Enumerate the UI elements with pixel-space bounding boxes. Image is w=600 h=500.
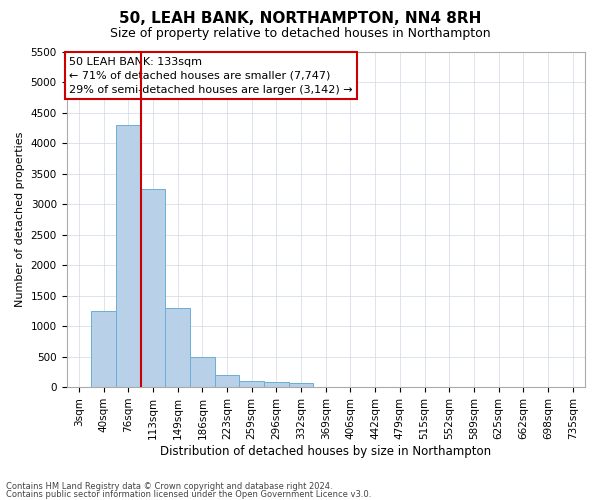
Bar — [140, 189, 165, 387]
Bar — [91, 311, 116, 387]
Text: 50, LEAH BANK, NORTHAMPTON, NN4 8RH: 50, LEAH BANK, NORTHAMPTON, NN4 8RH — [119, 11, 481, 26]
Bar — [165, 308, 190, 387]
Bar — [116, 124, 140, 387]
Bar — [239, 381, 264, 387]
Y-axis label: Number of detached properties: Number of detached properties — [15, 132, 25, 307]
Bar — [190, 357, 215, 387]
Bar — [215, 375, 239, 387]
Bar — [289, 384, 313, 387]
Text: 50 LEAH BANK: 133sqm
← 71% of detached houses are smaller (7,747)
29% of semi-de: 50 LEAH BANK: 133sqm ← 71% of detached h… — [69, 56, 353, 94]
X-axis label: Distribution of detached houses by size in Northampton: Distribution of detached houses by size … — [160, 444, 491, 458]
Text: Contains HM Land Registry data © Crown copyright and database right 2024.: Contains HM Land Registry data © Crown c… — [6, 482, 332, 491]
Bar — [264, 382, 289, 387]
Text: Size of property relative to detached houses in Northampton: Size of property relative to detached ho… — [110, 28, 490, 40]
Text: Contains public sector information licensed under the Open Government Licence v3: Contains public sector information licen… — [6, 490, 371, 499]
